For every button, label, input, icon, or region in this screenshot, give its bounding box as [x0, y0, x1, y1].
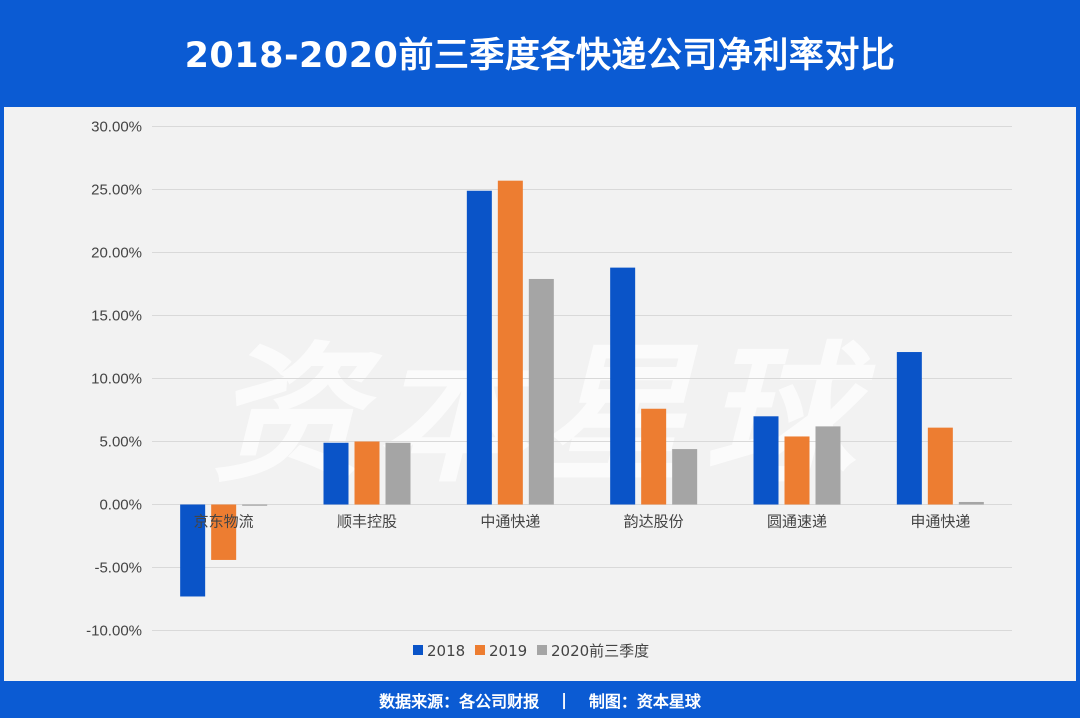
bar-2020前三季度 — [958, 501, 984, 505]
legend-swatch — [537, 645, 547, 655]
bar-2018 — [180, 504, 206, 597]
bar-2020前三季度 — [242, 504, 268, 506]
bar-2019 — [354, 441, 380, 505]
footer-bar: 数据来源：各公司财报 | 制图：资本星球 — [0, 681, 1080, 718]
category-label: 顺丰控股 — [337, 513, 397, 531]
legend-swatch — [413, 645, 423, 655]
y-tick-label: 15.00% — [91, 308, 142, 325]
bar-2020前三季度 — [385, 442, 411, 505]
bar-2019 — [211, 504, 237, 560]
y-tick-label: -5.00% — [94, 560, 142, 577]
footer-separator: | — [561, 690, 567, 709]
y-axis-ticks: 30.00% 25.00% 20.00% 15.00% 10.00% 5.00% 0.00%… — [86, 119, 142, 640]
y-tick-label: 10.00% — [91, 371, 142, 388]
bar-2018 — [610, 267, 636, 505]
category-label: 京东物流 — [194, 513, 254, 531]
bar-2020前三季度 — [815, 426, 841, 505]
chart-title: 2018-2020前三季度各快递公司净利率对比 — [184, 35, 896, 76]
category-labels: 京东物流 顺丰控股 中通快递 韵达股份 圆通速递 申通快递 — [194, 513, 971, 531]
bar-2018 — [896, 352, 922, 505]
credit-note: 制图：资本星球 — [588, 691, 701, 711]
legend-label: 2020前三季度 — [551, 642, 649, 660]
y-tick-label: -10.00% — [86, 623, 142, 640]
y-tick-label: 25.00% — [91, 182, 142, 199]
bar-chart: 资本星球 30.00%25.00%20.00%15.00%10.00%5.00%… — [86, 119, 1012, 660]
legend-swatch — [475, 645, 485, 655]
bar-2018 — [753, 416, 779, 505]
y-tick-label: 30.00% — [91, 119, 142, 136]
bar-2019 — [497, 180, 523, 505]
bar-2018 — [466, 190, 492, 505]
bar-2019 — [784, 436, 810, 505]
category-label: 申通快递 — [910, 513, 970, 531]
bar-2020前三季度 — [528, 278, 554, 505]
legend-label: 2019 — [489, 642, 527, 660]
y-tick-label: 20.00% — [91, 245, 142, 262]
gridlines — [152, 126, 1012, 631]
header-bar: 2018-2020前三季度各快递公司净利率对比 — [0, 0, 1080, 104]
category-label: 中通快递 — [480, 513, 540, 531]
bar-2018 — [323, 442, 349, 505]
y-tick-label: 0.00% — [99, 497, 142, 514]
y-tick-label: 5.00% — [99, 434, 142, 451]
bar-2019 — [927, 427, 953, 505]
bar-2020前三季度 — [672, 449, 698, 505]
bars — [180, 180, 984, 597]
category-label: 圆通速递 — [767, 513, 827, 531]
legend: 2018 2019 2020前三季度 — [413, 642, 649, 660]
source-note: 数据来源：各公司财报 — [379, 691, 540, 711]
bar-2019 — [641, 408, 667, 505]
category-label: 韵达股份 — [624, 513, 684, 531]
plot-panel: 资本星球 30.00%25.00%20.00%15.00%10.00%5.00%… — [4, 107, 1076, 681]
legend-label: 2018 — [427, 642, 465, 660]
